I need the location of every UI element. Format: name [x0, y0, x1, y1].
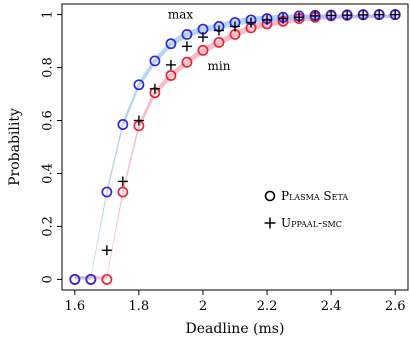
x-tick-label: 2.4: [321, 299, 342, 314]
x-tick-label: 2: [199, 299, 207, 314]
min-annotation: min: [208, 59, 231, 73]
uppaal-point: [278, 13, 289, 24]
legend-plus-marker: [264, 217, 276, 229]
max-point: [69, 273, 81, 285]
legend-label-uppaal-smc: Uppaal-smc: [281, 216, 342, 230]
y-tick-label: 1: [41, 10, 56, 18]
x-axis: 1.6 1.8 2 2.2 2.4 2.6: [64, 290, 406, 314]
uppaal-point: [310, 10, 321, 21]
uppaal-point: [101, 245, 112, 256]
x-tick-label: 2.6: [385, 299, 406, 314]
data-points: [69, 9, 401, 285]
max-band: [74, 14, 396, 280]
y-tick-label: 0: [41, 275, 56, 283]
max-annotation: max: [168, 8, 194, 22]
min-point: [101, 273, 113, 285]
uppaal-point: [213, 25, 224, 36]
max-point: [149, 55, 161, 67]
uppaal-point: [246, 17, 257, 28]
x-axis-title: Deadline (ms): [186, 321, 285, 337]
x-tick-label: 1.6: [64, 299, 85, 314]
uppaal-point: [374, 9, 385, 20]
uppaal-point: [326, 10, 337, 21]
y-tick-label: 0.2: [41, 216, 56, 237]
min-point: [117, 186, 129, 198]
min-band: [74, 14, 396, 280]
y-tick-label: 0.8: [41, 57, 56, 78]
uppaal-point: [133, 115, 144, 126]
y-axis-title: Probability: [7, 108, 23, 186]
max-point: [133, 79, 145, 91]
max-point: [165, 38, 177, 50]
min-point: [197, 44, 209, 56]
probability-bands: [74, 14, 396, 280]
x-tick-label: 1.8: [129, 299, 150, 314]
plot-frame: [61, 3, 409, 291]
uppaal-point: [294, 12, 305, 23]
uppaal-point: [149, 83, 160, 94]
y-axis: 0 0.2 0.4 0.6 0.8 1: [41, 10, 62, 284]
max-point: [117, 119, 129, 130]
uppaal-point: [165, 59, 176, 70]
uppaal-point: [197, 32, 208, 43]
legend-circle-marker: [264, 190, 276, 202]
uppaal-point: [181, 41, 192, 52]
max-point: [101, 186, 113, 198]
uppaal-point: [390, 9, 401, 20]
legend-label-plasma-seta: Plasma Seta: [281, 189, 348, 203]
uppaal-point: [117, 176, 128, 187]
uppaal-point: [342, 10, 353, 21]
max-point: [85, 273, 97, 285]
min-point: [181, 56, 193, 68]
y-tick-label: 0.4: [41, 163, 56, 184]
max-point: [181, 29, 193, 40]
min-point: [213, 36, 225, 48]
legend: Plasma Seta Uppaal-smc: [264, 189, 348, 230]
min-point: [165, 70, 177, 81]
uppaal-point: [262, 14, 273, 25]
uppaal-point: [230, 21, 240, 32]
y-tick-label: 0.6: [41, 110, 56, 131]
x-tick-label: 2.2: [257, 299, 278, 314]
uppaal-point: [358, 9, 369, 20]
